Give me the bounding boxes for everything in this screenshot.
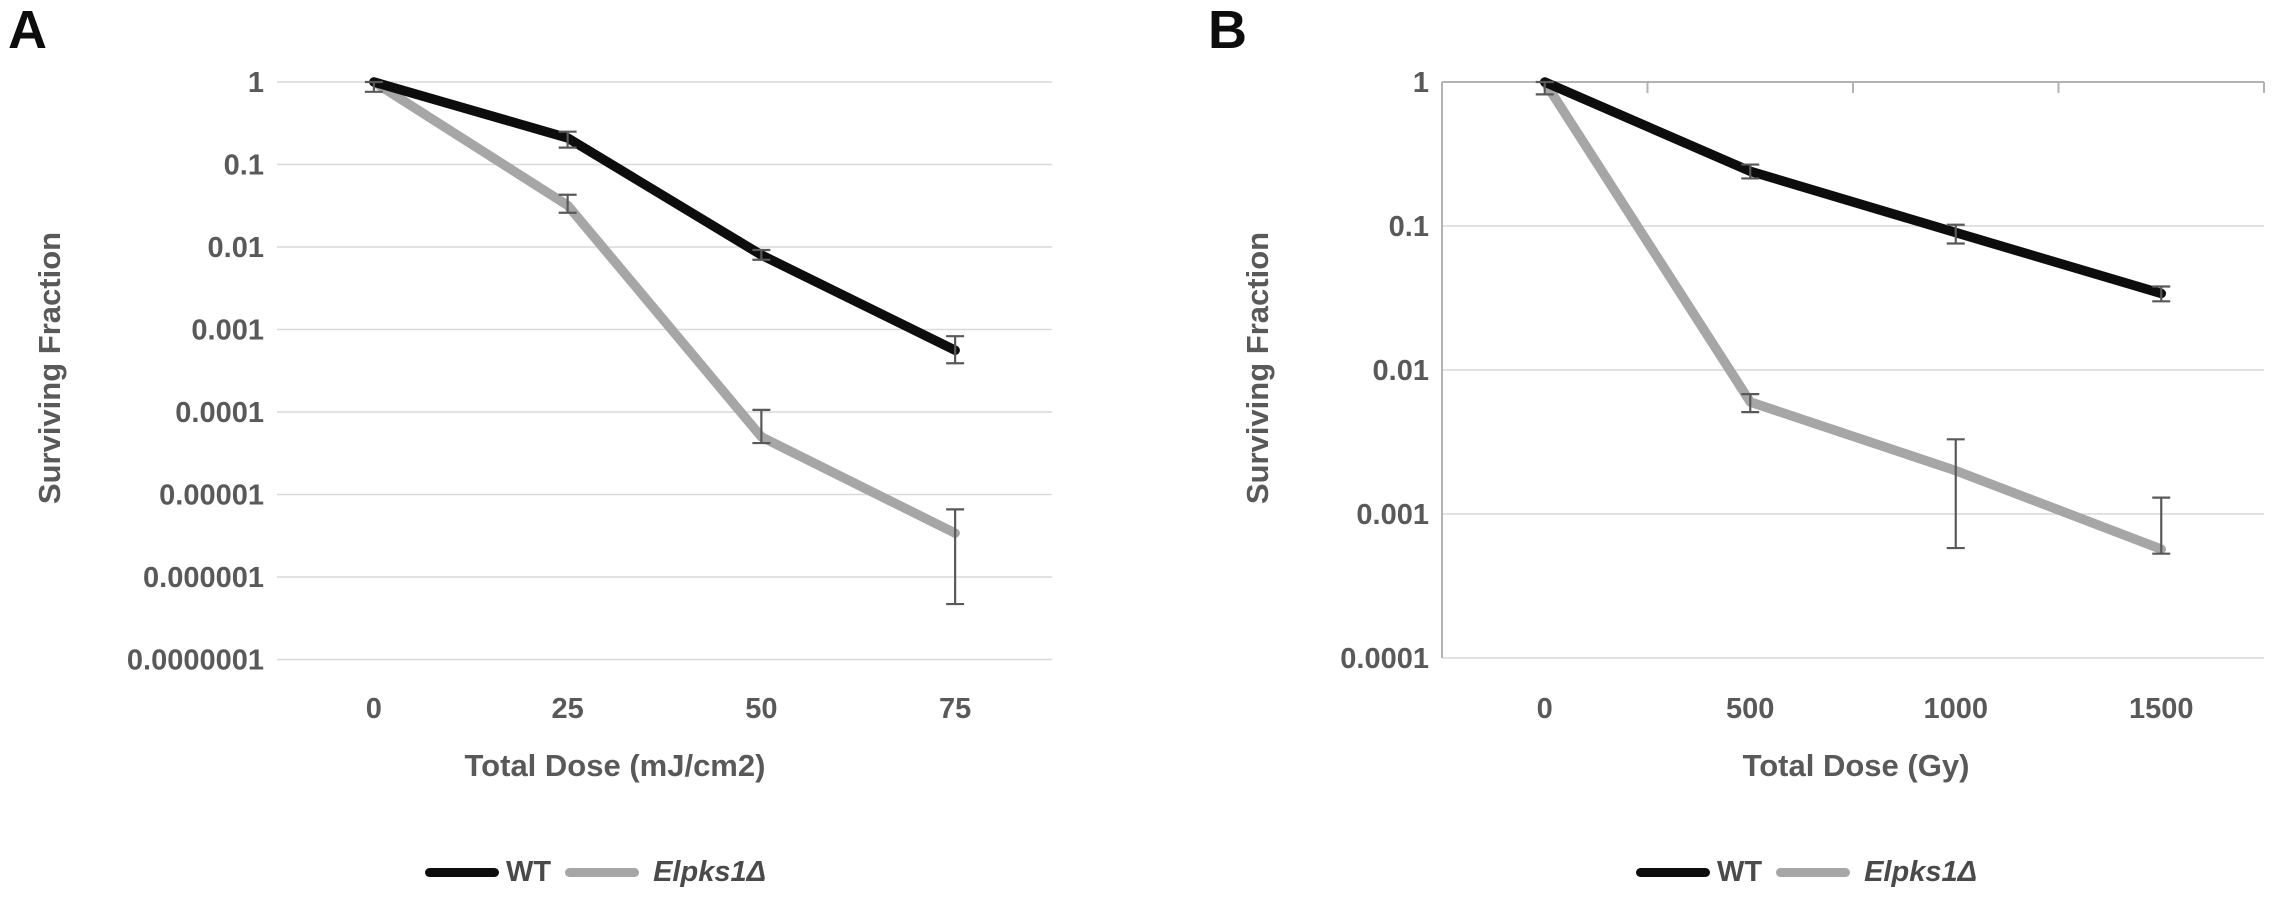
y-tick-label: 0.0000001	[127, 645, 264, 677]
panel-a-label: A	[8, 0, 47, 60]
y-tick-label: 0.000001	[143, 562, 264, 594]
elpks1-line-swatch	[565, 868, 640, 877]
chart-b-plot-area: 1 0.1 0.01 0.001 0.0001 0 500 1000 1500	[1340, 67, 2265, 725]
y-tick-label: 0.0001	[1340, 643, 1429, 675]
x-tick-label: 0	[1537, 693, 1553, 725]
y-tick-label: 0.01	[1373, 355, 1429, 387]
x-tick-label: 500	[1726, 693, 1774, 725]
y-tick-label: 0.1	[224, 150, 264, 182]
x-axis-title-b: Total Dose (Gy)	[1742, 748, 1970, 783]
legend-label-elpks1: Elpks1Δ	[653, 856, 767, 888]
series-line-WT	[369, 77, 960, 356]
y-tick-label: 0.1	[1389, 211, 1429, 243]
x-tick-label: 0	[366, 693, 382, 725]
series-line-Elpks1Δ	[1540, 77, 2166, 554]
x-tick-label: 50	[745, 693, 777, 725]
x-tick-label: 25	[551, 693, 583, 725]
y-tick-label: 0.001	[1356, 499, 1429, 531]
x-axis-title-a: Total Dose (mJ/cm2)	[464, 748, 766, 783]
legend-b: WT Elpks1Δ	[1636, 856, 1977, 889]
y-tick-label: 0.0001	[175, 397, 264, 429]
legend-label-elpks1: Elpks1Δ	[1864, 856, 1978, 888]
panel-b-label: B	[1208, 0, 1247, 60]
x-tick-label: 1000	[1923, 693, 1988, 725]
y-tick-label: 0.01	[208, 232, 264, 264]
chart-a-plot-area: 1 0.1 0.01 0.001 0.0001 0.00001 0.000001 0.0000…	[127, 67, 1052, 725]
legend-a: WT Elpks1Δ	[425, 856, 766, 889]
x-tick-label: 75	[939, 693, 971, 725]
elpks1-line-swatch	[1776, 868, 1851, 877]
series-line-WT	[1540, 77, 2166, 299]
x-tick-label: 1500	[2129, 693, 2194, 725]
wt-line-swatch	[425, 868, 499, 877]
wt-line-swatch	[1636, 868, 1710, 877]
legend-label-wt: WT	[1717, 856, 1763, 888]
y-tick-label: 1	[248, 67, 264, 99]
legend-label-wt: WT	[506, 856, 552, 888]
y-tick-label: 0.001	[191, 315, 264, 347]
y-tick-label: 0.00001	[159, 480, 264, 512]
y-tick-label: 1	[1413, 67, 1429, 99]
series-line-Elpks1Δ	[369, 77, 960, 538]
